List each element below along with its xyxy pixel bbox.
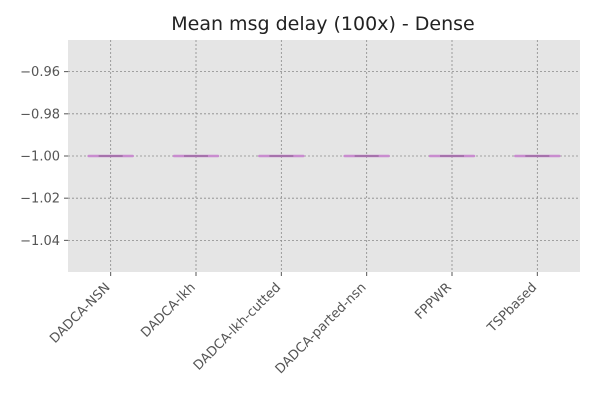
x-tick-label: DADCA-lkh-cutted xyxy=(191,280,284,373)
x-tick-label: DADCA-lkh xyxy=(138,280,198,340)
y-tick-label: −0.98 xyxy=(20,107,60,122)
x-tick-label: FPPWR xyxy=(412,280,454,322)
x-tick-label: DADCA-parted-nsn xyxy=(273,280,370,377)
x-tick-label: TSPbased xyxy=(484,280,540,336)
chart-title: Mean msg delay (100x) - Dense xyxy=(171,13,475,35)
y-tick-label: −1.02 xyxy=(20,192,60,207)
y-tick-label: −1.00 xyxy=(20,150,60,165)
x-tick-label: DADCA-NSN xyxy=(47,280,113,346)
y-tick-label: −0.96 xyxy=(20,65,60,80)
y-tick-label: −1.04 xyxy=(20,234,60,249)
